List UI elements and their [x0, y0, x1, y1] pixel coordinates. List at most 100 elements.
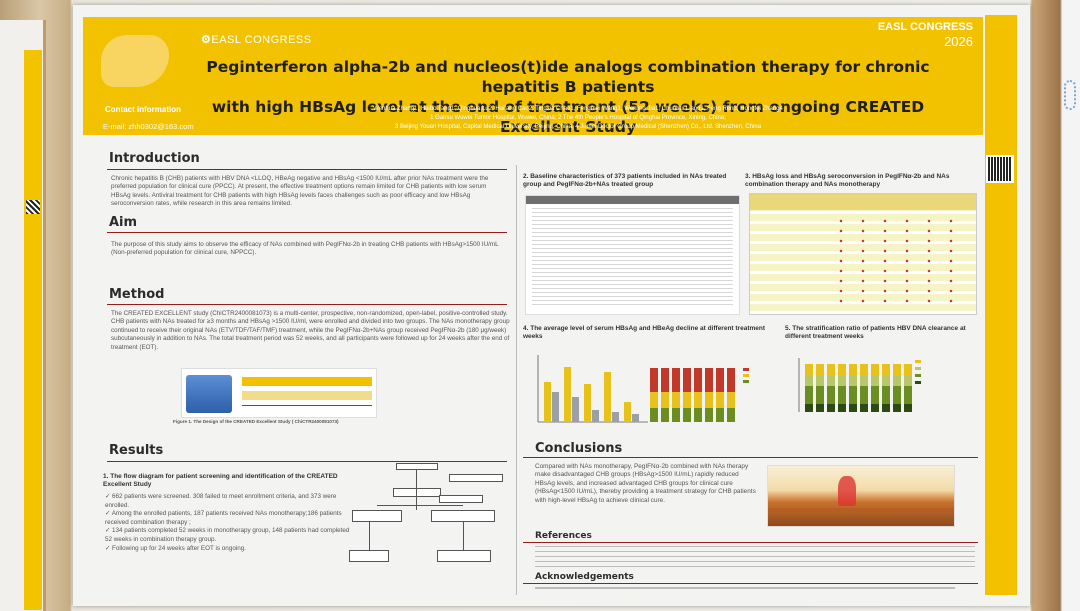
chart-bar [871, 364, 879, 376]
chart-bar [849, 364, 857, 376]
references-list [535, 546, 975, 570]
chart-bar [650, 408, 658, 422]
panel3-title: 3. HBsAg loss and HBsAg seroconversion i… [745, 173, 950, 188]
legend-swatch [915, 381, 921, 384]
chart-bar [694, 408, 702, 422]
chart-bar [882, 404, 890, 412]
flow-connector [463, 522, 464, 550]
chart-bar [805, 376, 813, 386]
chart-bar [705, 392, 713, 408]
result-bullet: ✓ Following up for 24 weeks after EOT is… [105, 544, 246, 552]
chart-bar [816, 376, 824, 386]
chart-bar [860, 364, 868, 376]
adjacent-poster-right [1062, 0, 1080, 611]
chart-bar [805, 364, 813, 376]
aim-text: The purpose of this study aims to observ… [111, 241, 499, 257]
poster-header: ⚙EASL CONGRESS EASL CONGRESS 2026 Pegint… [83, 17, 983, 136]
chart-bar [904, 386, 912, 404]
chart-bar [838, 364, 846, 376]
chart-bar [904, 376, 912, 386]
flow-box [396, 463, 438, 470]
conclusions-heading: Conclusions [535, 441, 623, 456]
hbsag-loss-table [749, 193, 977, 315]
chart-bar [860, 404, 868, 412]
chart-stacked-bars [805, 364, 912, 412]
chart-bar [805, 386, 813, 404]
qr-code-icon [986, 155, 1014, 183]
section-rule [523, 542, 978, 543]
section-rule [107, 232, 507, 233]
flow-box [439, 495, 483, 503]
panel2-title: 2. Baseline characteristics of 373 patie… [523, 173, 727, 188]
conclusions-text: Compared with NAs monotherapy, PegIFNα-2… [535, 463, 756, 504]
chart-bar [849, 386, 857, 404]
chart-bar [632, 414, 639, 422]
chart-bar [672, 408, 680, 422]
adjacent-poster-left [0, 20, 46, 611]
chart-bar [727, 408, 735, 422]
combination-arm-bar [242, 377, 372, 386]
chart-bar [705, 368, 713, 392]
chart-bar [716, 408, 724, 422]
references-heading: References [535, 531, 592, 541]
chart-legend [743, 368, 749, 383]
poster: ⚙EASL CONGRESS EASL CONGRESS 2026 Pegint… [73, 5, 1030, 606]
results-heading: Results [109, 443, 164, 458]
dna-clearance-chart [798, 358, 921, 412]
section-rule [523, 583, 978, 584]
chart-bar [624, 402, 631, 422]
poster-title: Peginterferon alpha-2b and nucleos(t)ide… [206, 58, 930, 136]
acknowledgements-heading: Acknowledgements [535, 572, 634, 582]
chart-bar [564, 367, 571, 422]
qr-code-icon [26, 200, 40, 214]
flow-connector [377, 505, 463, 506]
chart-bar [827, 386, 835, 404]
easl-logo-left: ⚙EASL CONGRESS [201, 34, 312, 46]
chart-bar [650, 392, 658, 408]
monotherapy-arm-bar [242, 391, 372, 400]
chart-bar [904, 404, 912, 412]
method-text: The CREATED EXCELLENT study (ChiCTR24000… [111, 310, 510, 351]
contact-email: E-mail: zhh0302@163.com [103, 122, 194, 131]
chart-bar [882, 386, 890, 404]
ground-line [768, 508, 954, 512]
hbsag-decline-chart [537, 355, 648, 423]
panel4-title: 4. The average level of serum HBsAg and … [523, 325, 766, 340]
chart-bar [716, 368, 724, 392]
chart-bar [661, 368, 669, 392]
hbeag-stacked-chart [650, 368, 749, 422]
legend-swatch [743, 368, 749, 371]
chart-bar [882, 364, 890, 376]
aim-heading: Aim [109, 215, 138, 230]
chart-bar [871, 386, 879, 404]
chart-bar [816, 404, 824, 412]
legend-swatch [743, 380, 749, 383]
result-bullet: ✓ 134 patients completed 52 weeks in mon… [105, 527, 350, 543]
flow-connector [369, 522, 370, 550]
chart-bar [849, 376, 857, 386]
chart-bar [838, 404, 846, 412]
chart-bar [827, 376, 835, 386]
result-bullet: ✓ Among the enrolled patients, 187 patie… [105, 510, 342, 526]
baseline-table [525, 195, 740, 315]
chart-bar [650, 368, 658, 392]
chart-bar [727, 392, 735, 408]
chart-bar [904, 364, 912, 376]
flow-box [349, 550, 389, 562]
chart-bar [705, 408, 713, 422]
flow-connector [416, 470, 417, 510]
patient-group-graphic [186, 375, 232, 413]
chart-bar [604, 372, 611, 422]
table-rows [532, 208, 733, 308]
column-divider [516, 165, 517, 595]
flow-box [431, 510, 495, 522]
flow-box [449, 474, 503, 482]
left-poster-strip [24, 50, 42, 610]
method-heading: Method [109, 287, 165, 302]
flow-box [352, 510, 402, 522]
chart-bar [683, 368, 691, 392]
chart-bar [893, 404, 901, 412]
chart-bars [544, 367, 639, 422]
chart-bar [694, 368, 702, 392]
chart-bar [552, 392, 559, 422]
